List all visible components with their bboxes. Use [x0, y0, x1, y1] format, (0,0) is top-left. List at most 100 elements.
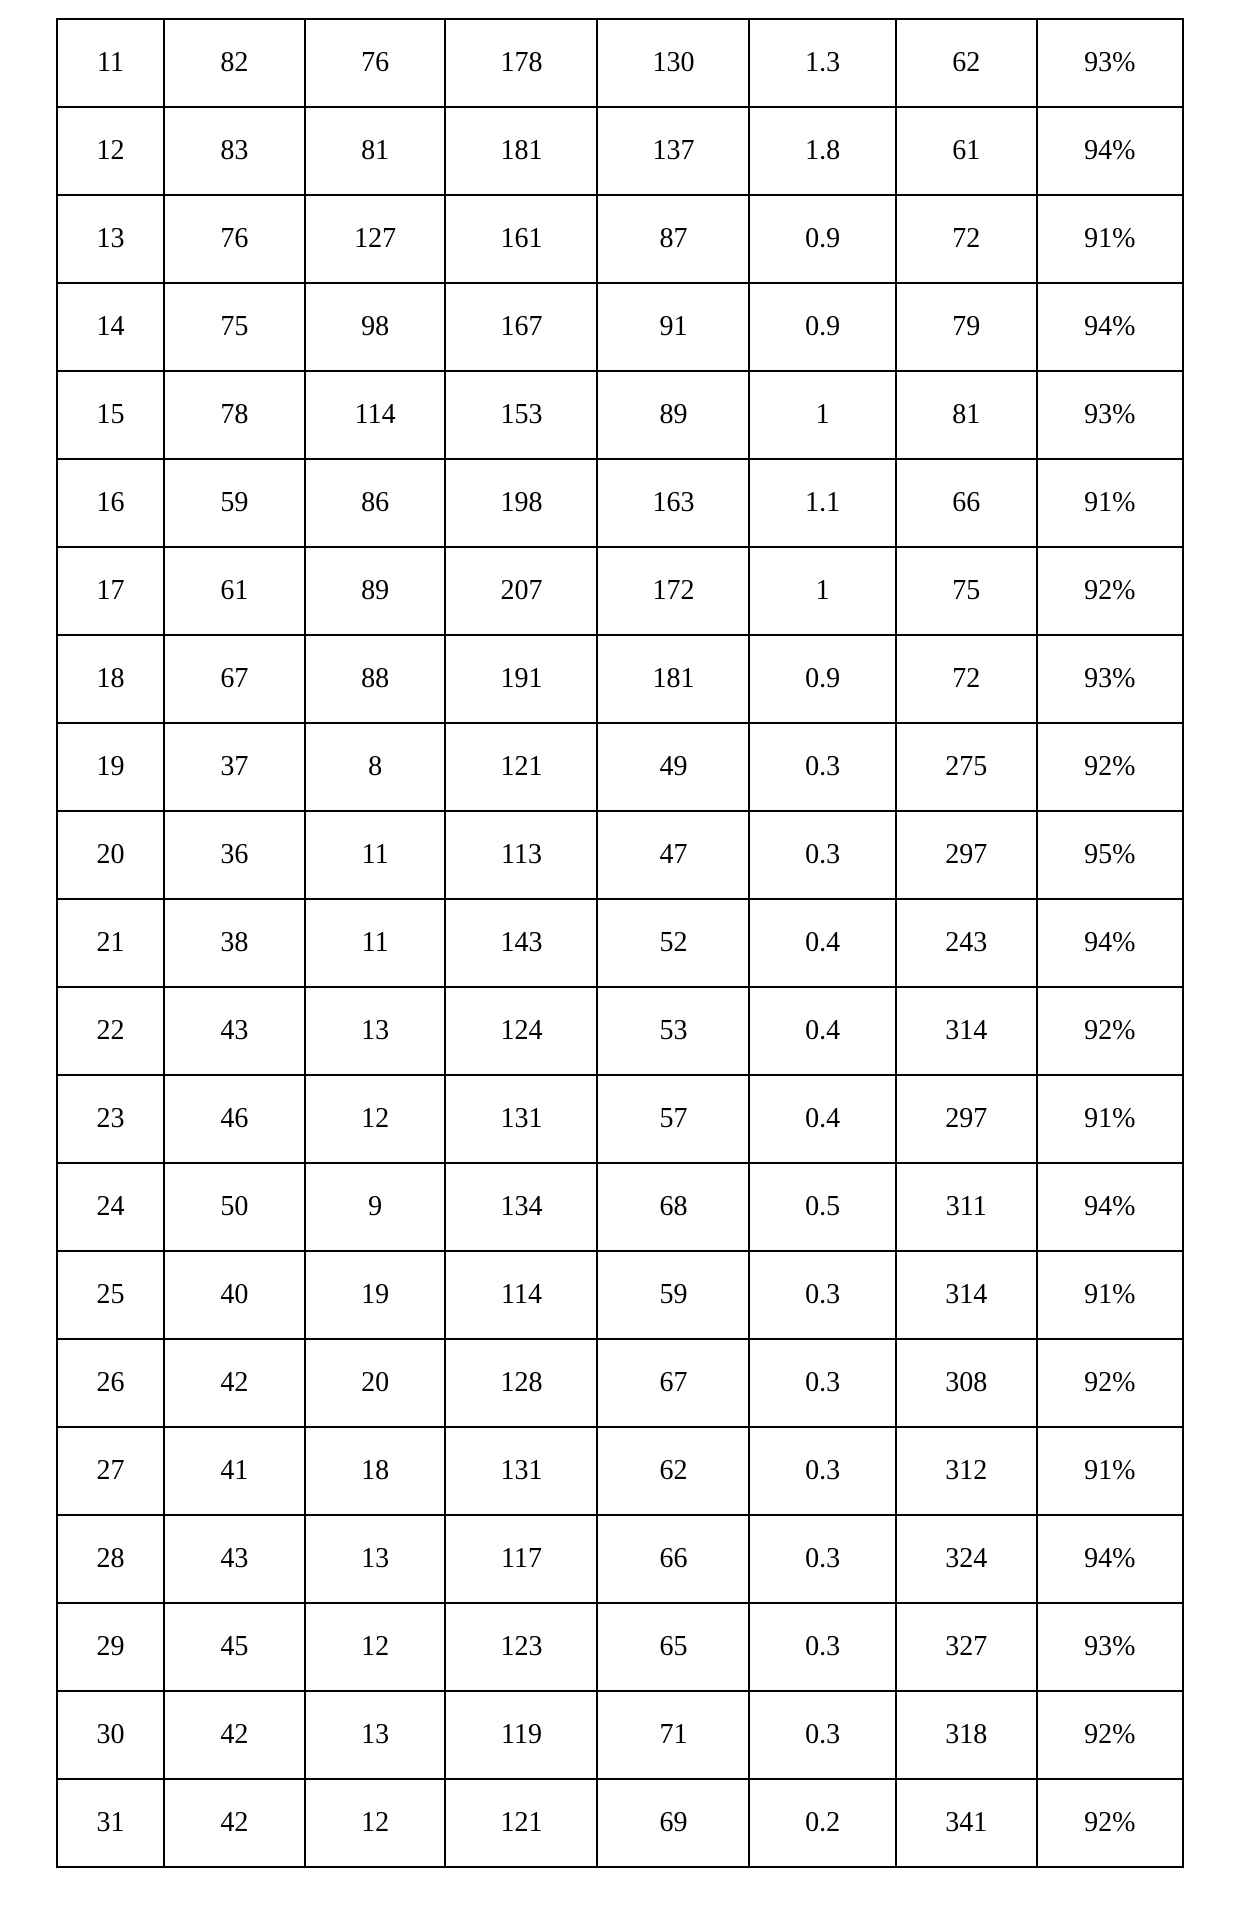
- table-row: 203611113470.329795%: [57, 811, 1183, 899]
- table-cell: 0.3: [749, 723, 895, 811]
- table-cell: 163: [597, 459, 749, 547]
- data-table: 1182761781301.36293%1283811811371.86194%…: [56, 18, 1184, 1868]
- table-cell: 45: [164, 1603, 305, 1691]
- table-cell: 198: [445, 459, 597, 547]
- page-container: 1182761781301.36293%1283811811371.86194%…: [0, 0, 1240, 1908]
- table-cell: 82: [164, 19, 305, 107]
- table-cell: 8: [305, 723, 446, 811]
- table-row: 294512123650.332793%: [57, 1603, 1183, 1691]
- table-cell: 13: [305, 1691, 446, 1779]
- table-cell: 42: [164, 1691, 305, 1779]
- table-cell: 91%: [1037, 1427, 1183, 1515]
- table-cell: 0.3: [749, 1427, 895, 1515]
- table-cell: 57: [597, 1075, 749, 1163]
- table-cell: 17: [57, 547, 164, 635]
- table-cell: 24: [57, 1163, 164, 1251]
- table-cell: 89: [305, 547, 446, 635]
- table-cell: 47: [597, 811, 749, 899]
- table-row: 1659861981631.16691%: [57, 459, 1183, 547]
- table-cell: 20: [57, 811, 164, 899]
- table-cell: 98: [305, 283, 446, 371]
- table-cell: 127: [305, 195, 446, 283]
- table-row: 224313124530.431492%: [57, 987, 1183, 1075]
- table-cell: 76: [305, 19, 446, 107]
- table-cell: 128: [445, 1339, 597, 1427]
- table-cell: 18: [305, 1427, 446, 1515]
- table-cell: 11: [305, 811, 446, 899]
- table-cell: 79: [896, 283, 1037, 371]
- table-cell: 67: [597, 1339, 749, 1427]
- table-cell: 72: [896, 195, 1037, 283]
- table-cell: 81: [305, 107, 446, 195]
- table-cell: 161: [445, 195, 597, 283]
- table-cell: 81: [896, 371, 1037, 459]
- table-cell: 49: [597, 723, 749, 811]
- table-cell: 27: [57, 1427, 164, 1515]
- table-cell: 0.3: [749, 1691, 895, 1779]
- table-cell: 181: [445, 107, 597, 195]
- table-cell: 20: [305, 1339, 446, 1427]
- table-cell: 83: [164, 107, 305, 195]
- table-cell: 66: [597, 1515, 749, 1603]
- table-cell: 92%: [1037, 1339, 1183, 1427]
- table-cell: 297: [896, 1075, 1037, 1163]
- table-cell: 92%: [1037, 723, 1183, 811]
- table-cell: 153: [445, 371, 597, 459]
- table-row: 314212121690.234192%: [57, 1779, 1183, 1867]
- table-cell: 13: [305, 1515, 446, 1603]
- table-row: 147598167910.97994%: [57, 283, 1183, 371]
- table-cell: 93%: [1037, 371, 1183, 459]
- table-cell: 1: [749, 371, 895, 459]
- table-cell: 11: [305, 899, 446, 987]
- table-cell: 324: [896, 1515, 1037, 1603]
- table-row: 234612131570.429791%: [57, 1075, 1183, 1163]
- table-cell: 91%: [1037, 459, 1183, 547]
- table-cell: 67: [164, 635, 305, 723]
- table-cell: 13: [305, 987, 446, 1075]
- table-cell: 134: [445, 1163, 597, 1251]
- table-cell: 43: [164, 987, 305, 1075]
- table-cell: 93%: [1037, 635, 1183, 723]
- table-cell: 311: [896, 1163, 1037, 1251]
- table-cell: 23: [57, 1075, 164, 1163]
- table-cell: 114: [305, 371, 446, 459]
- table-cell: 38: [164, 899, 305, 987]
- table-cell: 14: [57, 283, 164, 371]
- table-cell: 0.3: [749, 1251, 895, 1339]
- table-cell: 130: [597, 19, 749, 107]
- table-cell: 0.5: [749, 1163, 895, 1251]
- table-cell: 178: [445, 19, 597, 107]
- table-cell: 113: [445, 811, 597, 899]
- table-cell: 62: [597, 1427, 749, 1515]
- table-cell: 28: [57, 1515, 164, 1603]
- table-cell: 40: [164, 1251, 305, 1339]
- table-cell: 12: [305, 1603, 446, 1691]
- table-cell: 22: [57, 987, 164, 1075]
- table-row: 264220128670.330892%: [57, 1339, 1183, 1427]
- table-cell: 243: [896, 899, 1037, 987]
- table-cell: 0.4: [749, 899, 895, 987]
- table-cell: 62: [896, 19, 1037, 107]
- table-cell: 66: [896, 459, 1037, 547]
- table-cell: 12: [305, 1779, 446, 1867]
- table-cell: 92%: [1037, 547, 1183, 635]
- table-cell: 0.9: [749, 283, 895, 371]
- table-cell: 75: [896, 547, 1037, 635]
- table-row: 274118131620.331291%: [57, 1427, 1183, 1515]
- table-cell: 143: [445, 899, 597, 987]
- table-cell: 191: [445, 635, 597, 723]
- table-cell: 312: [896, 1427, 1037, 1515]
- table-cell: 94%: [1037, 107, 1183, 195]
- table-cell: 59: [597, 1251, 749, 1339]
- table-row: 15781141538918193%: [57, 371, 1183, 459]
- table-cell: 36: [164, 811, 305, 899]
- table-cell: 121: [445, 1779, 597, 1867]
- table-cell: 18: [57, 635, 164, 723]
- table-cell: 71: [597, 1691, 749, 1779]
- table-cell: 1.1: [749, 459, 895, 547]
- table-cell: 16: [57, 459, 164, 547]
- table-cell: 92%: [1037, 1691, 1183, 1779]
- table-row: 17618920717217592%: [57, 547, 1183, 635]
- table-cell: 327: [896, 1603, 1037, 1691]
- table-cell: 275: [896, 723, 1037, 811]
